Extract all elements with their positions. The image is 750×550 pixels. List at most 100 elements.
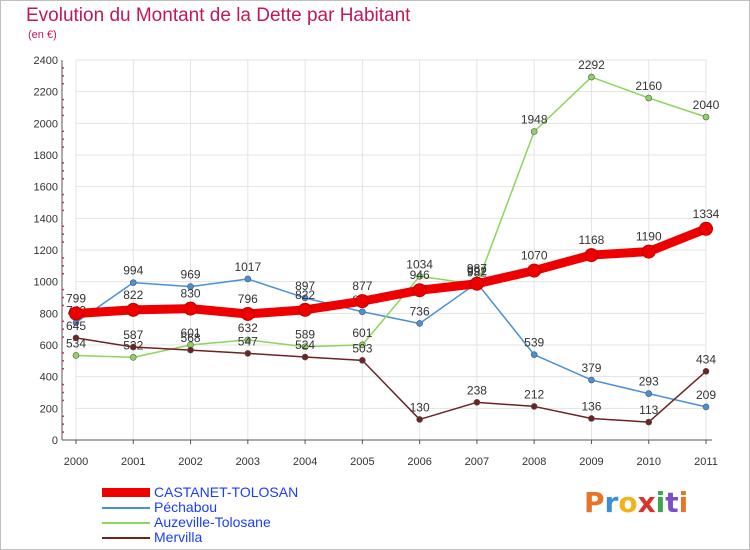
data-label: 209 [696, 388, 716, 402]
data-label: 534 [66, 336, 86, 350]
series-auzeville-tolosane: 5345226016325896011034982194822922160204… [66, 58, 720, 361]
data-point [645, 418, 653, 426]
data-label: 987 [467, 262, 487, 276]
x-tick-label: 2011 [694, 456, 718, 468]
y-tick-label: 2200 [34, 87, 58, 99]
data-label: 212 [524, 387, 544, 401]
data-label: 2040 [693, 98, 720, 112]
y-tick-label: 400 [40, 372, 58, 384]
data-point [584, 248, 599, 263]
data-point [301, 294, 309, 302]
y-tick-label: 200 [40, 403, 58, 415]
data-point [244, 275, 252, 283]
logo-letter: r [604, 486, 619, 519]
data-point [416, 320, 423, 327]
data-point [69, 306, 83, 321]
data-point [469, 276, 484, 291]
chart-title: Evolution du Montant de la Dette par Hab… [26, 5, 411, 26]
logo-letter: i [655, 486, 666, 519]
data-point [702, 403, 710, 411]
data-point [530, 128, 538, 135]
y-tick-label: 1400 [34, 213, 58, 225]
data-label: 293 [639, 375, 659, 389]
data-point [699, 221, 713, 236]
data-point [187, 346, 194, 354]
data-point [72, 334, 80, 342]
data-point [129, 354, 137, 361]
x-tick-label: 2005 [350, 456, 374, 468]
data-point [244, 350, 252, 357]
data-point [359, 341, 366, 349]
data-label: 645 [66, 319, 86, 333]
data-label: 982 [467, 266, 487, 280]
series-pechabou: 7429949691017897810736992539379293209 [66, 260, 716, 411]
data-point [530, 403, 538, 410]
series-line-auzeville-tolosane [75, 76, 707, 359]
y-tick-label: 800 [40, 308, 58, 320]
data-point [129, 279, 137, 286]
data-label: 1190 [636, 230, 662, 244]
y-tick-label: 2400 [34, 55, 58, 67]
data-label: 1017 [234, 260, 261, 274]
x-tick-label: 2009 [579, 456, 603, 468]
data-label: 568 [181, 331, 201, 345]
legend-label: Péchabou [154, 499, 218, 515]
data-label: 539 [524, 336, 544, 350]
series-line-mervilla [75, 337, 707, 423]
data-point [588, 376, 595, 384]
data-label: 796 [238, 292, 258, 306]
y-tick-label: 0 [52, 435, 58, 447]
data-label: 547 [238, 334, 258, 348]
data-label: 434 [696, 352, 716, 366]
y-tick-label: 2000 [34, 118, 58, 130]
data-label: 1334 [693, 207, 720, 221]
x-tick-label: 2003 [236, 456, 260, 468]
data-label: 877 [352, 279, 372, 293]
data-label: 946 [410, 268, 430, 282]
data-point [183, 301, 198, 316]
data-point [359, 357, 366, 364]
data-point [129, 343, 137, 351]
series-line-pechabou [75, 278, 707, 408]
data-point [641, 244, 656, 259]
logo-letter: t [665, 486, 679, 519]
data-point [301, 343, 309, 351]
data-point [301, 353, 309, 361]
legend-label: CASTANET-TOLOSAN [154, 484, 299, 500]
data-label: 601 [352, 326, 372, 340]
data-label: 524 [295, 338, 315, 352]
x-tick-label: 2000 [64, 456, 88, 468]
data-label: 822 [295, 288, 315, 302]
logo-letter: x [637, 486, 656, 519]
data-label: 1168 [579, 233, 605, 247]
legend-label: Mervilla [154, 529, 203, 545]
legend-swatch [102, 488, 150, 497]
data-label: 379 [581, 361, 601, 375]
data-point [126, 302, 141, 317]
data-label: 2160 [635, 79, 662, 93]
data-label: 897 [295, 279, 315, 293]
data-label: 503 [352, 341, 372, 355]
data-point [645, 390, 653, 397]
data-point [412, 283, 427, 298]
chart-subtitle: (en €) [28, 29, 57, 41]
data-point [588, 73, 595, 81]
y-tick-label: 600 [40, 340, 58, 352]
series-castanet-tolosan: 799 822 830 796 822 877 946 987 1070 1168 1190 1334 [66, 207, 720, 321]
logo-letter: P [584, 486, 605, 519]
data-point [473, 399, 481, 406]
legend-swatch [102, 522, 150, 524]
logo-letter: i [678, 486, 689, 519]
proxiti-logo: Proxiti [584, 486, 688, 519]
data-point [702, 113, 710, 121]
data-label: 994 [123, 264, 143, 278]
series-mervilla: 645 587 568 547 524 503 130 238 212 136 113 434 [66, 319, 716, 426]
data-point [588, 415, 595, 422]
data-label: 799 [66, 291, 86, 305]
data-label: 113 [639, 403, 658, 417]
data-label: 238 [467, 383, 487, 397]
x-tick-label: 2001 [121, 456, 145, 468]
data-point [416, 272, 423, 280]
legend-label: Auzeville-Tolosane [154, 514, 271, 530]
data-label: 822 [123, 288, 143, 302]
